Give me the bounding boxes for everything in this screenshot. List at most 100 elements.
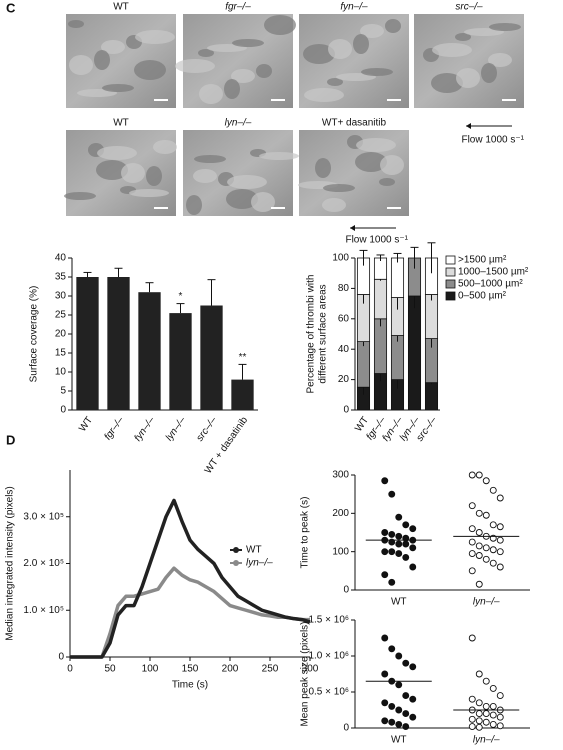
bar-segment bbox=[373, 278, 388, 320]
flow-arrowhead bbox=[350, 225, 355, 231]
data-line bbox=[70, 566, 310, 659]
y-tick-label: 20 bbox=[55, 329, 67, 340]
flow-label: Flow 1000 s⁻¹ bbox=[461, 135, 524, 146]
flow-arrowhead bbox=[466, 123, 471, 129]
bar-segment bbox=[373, 318, 388, 374]
y-tick-label: 2.0 × 10⁵ bbox=[23, 558, 64, 569]
legend-label: >1500 µm² bbox=[458, 255, 507, 266]
thrombus bbox=[488, 53, 512, 67]
data-point bbox=[489, 546, 497, 554]
data-point bbox=[475, 529, 483, 536]
data-point bbox=[482, 702, 490, 710]
y-axis-label: Surface coverage (%) bbox=[29, 286, 40, 383]
y-tick-label: 40 bbox=[55, 253, 67, 264]
thrombus bbox=[97, 146, 137, 160]
y-tick-label: 35 bbox=[55, 272, 67, 283]
y-tick-label: 80 bbox=[338, 283, 350, 294]
data-point bbox=[475, 471, 483, 479]
y-tick-label: 40 bbox=[338, 344, 350, 355]
data-point bbox=[409, 713, 417, 721]
data-point bbox=[402, 553, 410, 561]
x-tick-label: src–/– bbox=[194, 415, 219, 444]
image-label: fgr–/– bbox=[225, 2, 251, 13]
data-point bbox=[489, 521, 497, 529]
data-point bbox=[496, 563, 504, 571]
y-tick-label: 0 bbox=[343, 723, 349, 734]
data-point bbox=[482, 477, 490, 485]
significance: ** bbox=[239, 352, 247, 363]
thrombus bbox=[193, 169, 217, 183]
data-point bbox=[468, 567, 476, 575]
data-point bbox=[388, 548, 396, 556]
data-point bbox=[395, 681, 403, 689]
thrombus bbox=[69, 55, 93, 75]
thrombus bbox=[68, 20, 84, 28]
panel-label: C bbox=[6, 0, 16, 15]
data-point bbox=[496, 722, 504, 730]
thrombus bbox=[194, 155, 226, 163]
x-tick-label: lyn–/– bbox=[473, 735, 500, 746]
data-point bbox=[402, 540, 410, 548]
y-tick-label: 0 bbox=[343, 585, 349, 596]
bar-segment bbox=[356, 341, 371, 388]
bar bbox=[138, 292, 161, 410]
data-point bbox=[409, 695, 417, 703]
y-tick-label: 60 bbox=[338, 313, 350, 324]
data-point bbox=[381, 670, 389, 678]
thrombus bbox=[121, 163, 145, 183]
data-point bbox=[402, 521, 410, 529]
data-point bbox=[388, 702, 396, 710]
data-point bbox=[475, 699, 483, 707]
data-point bbox=[395, 540, 403, 548]
thrombus bbox=[385, 19, 401, 33]
data-point bbox=[482, 544, 490, 552]
data-point bbox=[381, 548, 389, 556]
y-axis-label: Median integrated intensity (pixels) bbox=[5, 486, 16, 641]
data-point bbox=[409, 663, 417, 671]
data-point bbox=[402, 723, 410, 731]
y-tick-label: 0 bbox=[343, 405, 349, 416]
thrombus bbox=[94, 50, 110, 70]
image-label: WT+ dasanitib bbox=[322, 118, 387, 129]
thrombus bbox=[224, 79, 240, 99]
thrombus bbox=[146, 166, 162, 186]
thrombus bbox=[327, 78, 343, 86]
bar-segment bbox=[407, 295, 422, 411]
legend-swatch bbox=[445, 255, 456, 265]
legend-label: lyn–/– bbox=[246, 558, 273, 569]
y-tick-label: 30 bbox=[55, 291, 67, 302]
image-label: src–/– bbox=[455, 2, 483, 13]
x-tick-label: WT bbox=[391, 735, 407, 746]
thrombus bbox=[232, 39, 264, 47]
data-point bbox=[388, 530, 396, 538]
data-point bbox=[381, 477, 389, 485]
thrombus bbox=[323, 184, 355, 192]
data-point bbox=[395, 550, 403, 558]
y-tick-label: 200 bbox=[332, 508, 349, 519]
data-point bbox=[475, 542, 483, 550]
thrombus bbox=[134, 60, 166, 80]
data-point bbox=[482, 677, 490, 685]
data-point bbox=[489, 711, 497, 719]
data-point bbox=[388, 718, 396, 726]
x-tick-label: fyn–/– bbox=[132, 415, 157, 444]
bar bbox=[200, 305, 223, 410]
bar-segment bbox=[390, 335, 405, 380]
x-tick-label: 150 bbox=[182, 664, 199, 675]
data-point bbox=[496, 536, 504, 544]
thrombus bbox=[207, 44, 247, 52]
x-tick-label: 100 bbox=[142, 664, 159, 675]
thrombus bbox=[64, 192, 96, 200]
y-tick-label: 1.0 × 10⁵ bbox=[23, 605, 64, 616]
data-point bbox=[395, 532, 403, 540]
data-point bbox=[381, 529, 389, 536]
legend-label: 500–1000 µm² bbox=[458, 279, 523, 290]
thrombus bbox=[303, 44, 335, 64]
data-point bbox=[468, 471, 476, 479]
image-label: WT bbox=[113, 118, 129, 129]
thrombus bbox=[101, 40, 125, 54]
thrombus bbox=[356, 138, 396, 152]
thrombus bbox=[226, 189, 258, 209]
panel-label: D bbox=[6, 432, 15, 447]
image-label: fyn–/– bbox=[340, 2, 368, 13]
